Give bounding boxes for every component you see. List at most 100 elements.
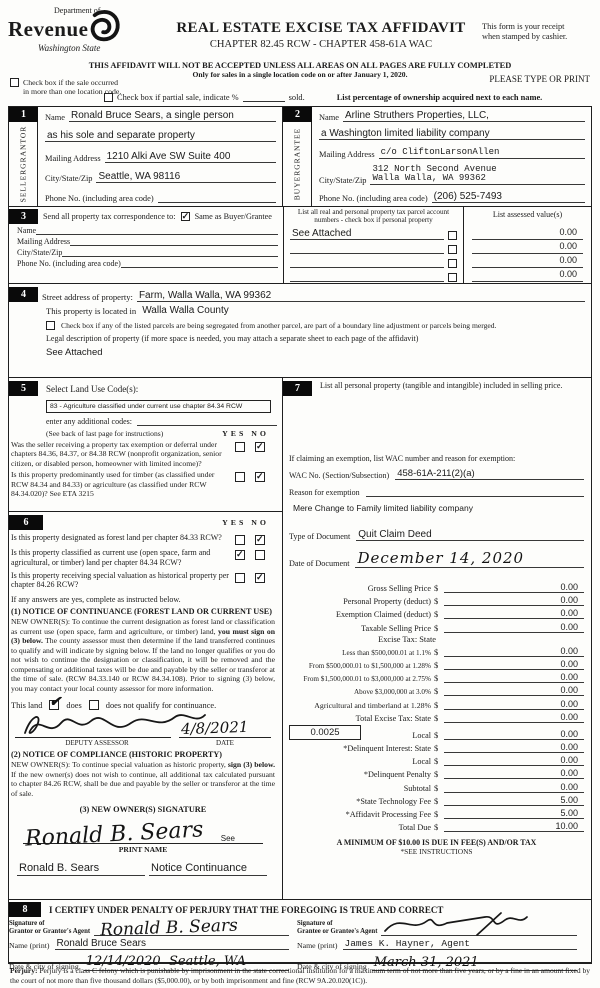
same-as-buyer-checkbox[interactable]	[180, 211, 190, 222]
grantor-signature[interactable]: Ronald B. Sears	[94, 916, 289, 940]
grantee-signature-icon	[384, 912, 529, 936]
s6-q1-no-checkbox[interactable]	[255, 534, 265, 545]
wac-label: WAC No. (Section/Subsection)	[289, 471, 390, 480]
tax-tier-3-value[interactable]: 0.00	[560, 672, 578, 683]
tax-tier-4-value[interactable]: 0.00	[560, 685, 578, 696]
parcel-input-1[interactable]: See Attached	[290, 228, 444, 240]
seller-phone-label: Phone No. (including area code)	[45, 194, 154, 203]
corr-city-input[interactable]	[62, 247, 278, 257]
s5-q2-yes-checkbox[interactable]	[235, 472, 245, 483]
fee-table: Gross Selling Price $0.00 Personal Proper…	[289, 582, 584, 834]
document-type-input[interactable]: Quit Claim Deed	[356, 529, 584, 541]
corr-address-input[interactable]	[70, 236, 278, 246]
local-tax-value[interactable]: 0.00	[560, 728, 578, 739]
grantee-signature[interactable]	[381, 912, 577, 936]
assessed-value-1[interactable]: 0.00	[472, 227, 583, 240]
parcel-input-3[interactable]	[290, 257, 444, 268]
row-tax-tier-1: Less than $500,000.01 at 1.1% $0.00	[289, 646, 584, 657]
parcel-input-2[interactable]	[290, 243, 444, 254]
assessed-value-3[interactable]: 0.00	[472, 255, 583, 268]
seller-name2-input[interactable]: as his sole and separate property	[45, 130, 276, 143]
county-input[interactable]: Walla Walla County	[142, 305, 229, 316]
delinquent-penalty-value[interactable]: 0.00	[560, 768, 578, 779]
assessed-value-4[interactable]: 0.00	[472, 269, 583, 282]
corr-phone-input[interactable]	[120, 258, 278, 268]
segregated-checkbox[interactable]	[46, 321, 55, 330]
notice-continuance-note[interactable]: Notice Continuance	[149, 862, 267, 876]
document-date-input[interactable]: December 14, 2020	[355, 549, 584, 568]
legal-description-value[interactable]: See Attached	[46, 347, 103, 358]
buyer-phone-input[interactable]: (206) 525-7493	[431, 191, 585, 203]
seller-city-input[interactable]: Seattle, WA 98116	[96, 171, 276, 183]
grantor-date-city-input[interactable]: 12/14/2020 Seattle, WA	[83, 952, 289, 971]
s5-q2-no-checkbox[interactable]	[255, 471, 265, 483]
buyer-name-input[interactable]: Arline Struthers Properties, LLC,	[343, 110, 585, 122]
partial-sale-label: Check box if partial sale, indicate %	[117, 93, 239, 102]
agricultural-timberland-value[interactable]: 0.00	[560, 698, 578, 709]
reason-label: Reason for exemption	[289, 488, 360, 497]
reason-exemption-input[interactable]	[365, 485, 584, 497]
additional-codes-input[interactable]	[136, 416, 277, 426]
date-label: DATE	[216, 739, 234, 748]
s6-q3-yes-checkbox[interactable]	[235, 572, 245, 583]
s5-q1-no-checkbox[interactable]	[255, 441, 265, 452]
land-does-not-checkbox[interactable]	[88, 700, 99, 711]
grantor-name-print-input[interactable]: Ronald Bruce Sears	[54, 938, 289, 950]
subtotal-value[interactable]: 0.00	[560, 781, 578, 792]
new-owner-signature[interactable]: Ronald B. Sears See	[23, 814, 263, 851]
partial-sale-checkbox[interactable]	[104, 93, 113, 102]
delinquent-interest-local-value[interactable]: 0.00	[560, 755, 578, 766]
state-technology-fee-value[interactable]: 5.00	[560, 794, 578, 805]
grantor-name-print-label: Name (print)	[9, 941, 50, 950]
buyer-address-input[interactable]: c/o CliftonLarsonAllen	[378, 147, 585, 159]
multi-location-checkbox[interactable]	[10, 78, 19, 87]
row-local-tax: 0.0025 Local $0.00	[289, 724, 584, 740]
row-delinquent-interest-local: Local $0.00	[289, 755, 584, 767]
grantee-name-print-input[interactable]: James K. Hayner, Agent	[342, 938, 577, 950]
total-excise-state-value[interactable]: 0.00	[560, 711, 578, 722]
s6-q3-no-checkbox[interactable]	[255, 572, 265, 583]
taxable-selling-price-value[interactable]: 0.00	[560, 621, 578, 632]
personal-property-checkbox-4[interactable]	[448, 273, 457, 282]
assessed-value-2[interactable]: 0.00	[472, 241, 583, 254]
land-use-code-select[interactable]: 83 - Agriculture classified under curren…	[46, 400, 271, 413]
seller-address-input[interactable]: 1210 Alki Ave SW Suite 400	[104, 151, 276, 163]
grantee-date-city-input[interactable]: March 31, 2021	[371, 955, 577, 971]
tax-tier-1-value[interactable]: 0.00	[560, 645, 578, 656]
buyer-phone-label: Phone No. (including area code)	[319, 194, 428, 203]
corr-name-input[interactable]	[36, 225, 278, 235]
total-due-value[interactable]: 10.00	[555, 821, 578, 832]
personal-property-checkbox-2[interactable]	[448, 245, 457, 254]
deputy-assessor-signature[interactable]	[15, 712, 206, 739]
seller-name-input[interactable]: Ronald Bruce Sears, a single person	[69, 110, 276, 122]
personal-property-value[interactable]: 0.00	[560, 595, 578, 606]
s6-q2-no-checkbox[interactable]	[255, 550, 265, 560]
street-address-label: Street address of property:	[42, 292, 133, 302]
certification-section: 8 I CERTIFY UNDER PENALTY OF PERJURY THA…	[9, 900, 591, 971]
exemption-claimed-value[interactable]: 0.00	[560, 608, 578, 619]
reason-exemption-value[interactable]: Mere Change to Family limited liability …	[293, 503, 473, 513]
personal-property-checkbox-3[interactable]	[448, 259, 457, 268]
s6-q1-yes-checkbox[interactable]	[235, 535, 245, 545]
buyer-name2-input[interactable]: a Washington limited liability company	[319, 128, 585, 141]
send-correspondence-label: Send all property tax correspondence to:	[43, 212, 176, 221]
corr-city-label: City/State/Zip	[17, 248, 63, 257]
parcel-input-4[interactable]	[290, 271, 444, 282]
land-does-checkbox[interactable]	[49, 694, 61, 711]
gross-selling-price-value[interactable]: 0.00	[560, 582, 578, 592]
partial-sale-percent-input[interactable]	[242, 92, 285, 102]
tax-tier-2-value[interactable]: 0.00	[560, 658, 578, 669]
street-address-input[interactable]: Farm, Walla Walla, WA 99362	[136, 290, 585, 302]
seller-phone-input[interactable]	[157, 191, 276, 203]
local-rate-box[interactable]: 0.0025	[289, 724, 361, 740]
buyer-city-input[interactable]: 312 North Second Avenue Walla Walla, WA 9…	[370, 164, 585, 185]
s6-q2-yes-checkbox[interactable]	[235, 549, 245, 560]
affidavit-processing-fee-value[interactable]: 5.00	[560, 808, 578, 818]
deputy-date-field[interactable]: 4/8/2021	[179, 712, 271, 739]
print-name-input[interactable]: Ronald B. Sears	[17, 862, 145, 876]
s5-q1-yes-checkbox[interactable]	[235, 442, 245, 452]
delinquent-interest-state-value[interactable]: 0.00	[560, 742, 578, 753]
wac-number-input[interactable]: 458-61A-211(2)(a)	[395, 468, 584, 480]
buyer-city-label: City/State/Zip	[319, 175, 367, 185]
personal-property-checkbox-1[interactable]	[448, 231, 457, 240]
